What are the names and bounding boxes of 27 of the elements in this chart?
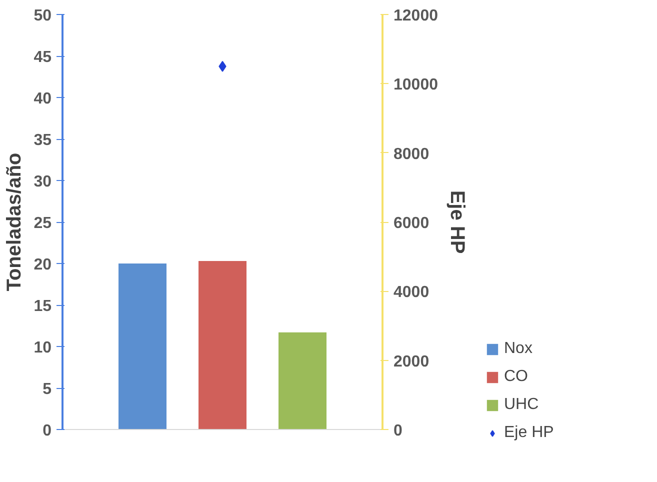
y-tick-label: 5 xyxy=(42,381,52,398)
y2-tick-label: 2000 xyxy=(394,353,430,370)
y-axis-title: Toneladas/año xyxy=(4,152,26,292)
legend-label: Eje HP xyxy=(504,424,554,442)
y-tick-label: 20 xyxy=(34,256,52,274)
legend-label: CO xyxy=(504,368,528,386)
y2-tick-label: 12000 xyxy=(394,8,438,24)
y2-tick-label: 10000 xyxy=(394,76,438,94)
y-tick-label: 35 xyxy=(34,132,52,149)
y2-tick-label: 0 xyxy=(394,422,402,440)
bar xyxy=(198,261,246,430)
y-tick-label: 50 xyxy=(34,8,52,24)
bar xyxy=(118,264,166,430)
y-tick-label: 40 xyxy=(34,90,52,108)
y-tick-label: 15 xyxy=(34,298,52,315)
y-tick-label: 10 xyxy=(34,340,52,356)
y-tick-label: 25 xyxy=(34,215,52,232)
y2-tick-label: 6000 xyxy=(394,215,430,232)
legend-label: UHC xyxy=(504,396,539,414)
y2-axis-title: Eje HP xyxy=(446,190,468,254)
y2-tick-label: 8000 xyxy=(394,146,430,163)
bar xyxy=(278,332,326,430)
legend-label: Nox xyxy=(504,340,532,358)
y-tick-label: 30 xyxy=(34,174,52,190)
y-tick-label: 0 xyxy=(42,422,52,440)
y2-tick-label: 4000 xyxy=(394,284,430,302)
y-tick-label: 45 xyxy=(34,49,52,66)
